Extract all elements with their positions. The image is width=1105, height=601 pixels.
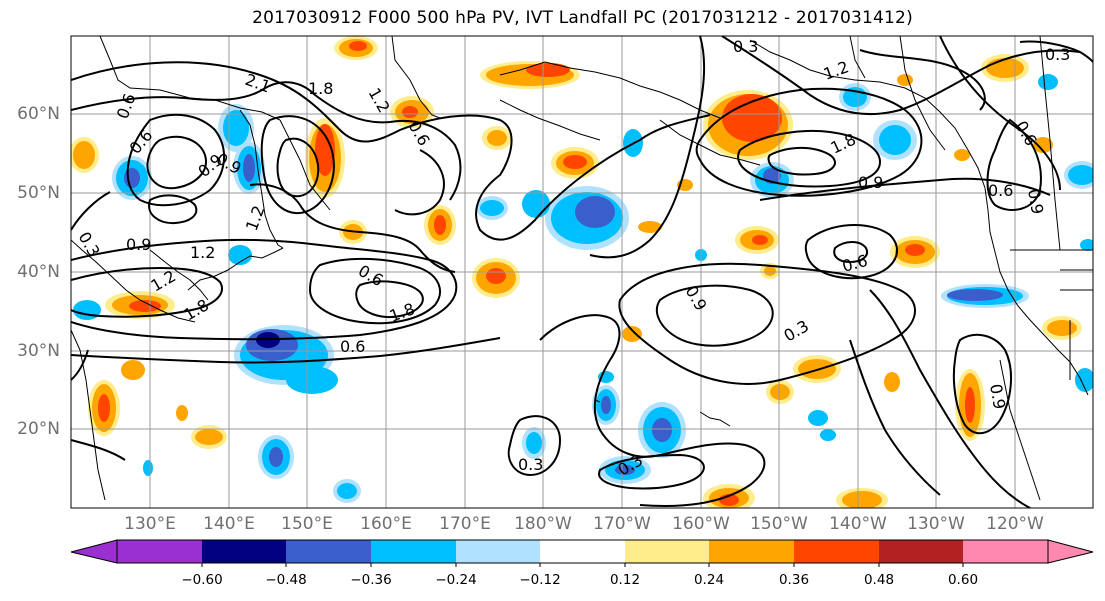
colorbar-segment [202,540,286,563]
lat-label: 50°N [17,183,60,203]
contour-label: 0.9 [986,382,1009,410]
contour-label: 0.9 [858,173,883,192]
colorbar-extend-max [1047,539,1094,564]
map-title: 2017030912 F000 500 hPa PV, IVT Landfall… [252,8,913,28]
colorbar-segment [709,540,794,563]
lat-label: 40°N [17,262,60,282]
contour-label: 0.3 [733,37,758,56]
colorbar-segment [879,540,963,563]
lon-label: 180°W [514,514,572,534]
lon-label: 140°W [829,514,887,534]
lon-label: 130°W [907,514,965,534]
contour-label: 0.3 [518,455,543,474]
contour-label: 0.3 [1045,45,1070,64]
colorbar-tick-label: 0.60 [947,572,979,588]
colorbar-segment [625,540,709,563]
lon-label: 130°E [124,514,176,534]
colorbar-segment [456,540,540,563]
lat-label: 60°N [17,104,60,124]
colorbar-tick-label: −0.36 [350,572,392,588]
contour-label: 0.6 [988,181,1013,200]
lat-label: 20°N [17,419,60,439]
colorbar-tick-label: −0.48 [265,572,307,588]
lon-label: 150°E [281,514,333,534]
lat-label: 30°N [17,341,60,361]
colorbar-tick-label: −0.60 [181,572,223,588]
colorbar-segment [286,540,371,563]
colorbar-tick-label: 0.12 [609,572,641,588]
colorbar-tick-label: −0.24 [435,572,477,588]
colorbar-segment [963,540,1048,563]
graticule [71,36,1093,508]
colorbar-segment [371,540,456,563]
colorbar-segment [540,540,625,563]
lon-label: 170°W [593,514,651,534]
colorbar-extend-min [70,539,118,564]
colorbar-tick-label: 0.48 [863,572,895,588]
contour-label: 0.6 [340,337,365,356]
lon-label: 160°E [360,514,412,534]
lon-label: 140°E [203,514,255,534]
lon-label: 160°W [672,514,730,534]
lon-label: 150°W [750,514,808,534]
contour-label: 1.8 [308,79,333,98]
contour-label: 0.9 [126,235,151,254]
colorbar-tick-label: 0.36 [778,572,810,588]
colorbar-tick-label: 0.24 [693,572,725,588]
contour-label: 1.2 [190,243,215,262]
coastlines [71,36,1093,501]
map-frame [70,35,1094,509]
colorbar-segment [794,540,879,563]
contour-label: 0.9 [1024,187,1047,215]
colorbar-segment [117,540,202,563]
lon-label: 170°E [439,514,491,534]
pv-contours [71,36,1093,508]
colorbar-tick-label: −0.12 [519,572,561,588]
lon-label: 120°W [986,514,1044,534]
colorbar [70,539,1094,567]
